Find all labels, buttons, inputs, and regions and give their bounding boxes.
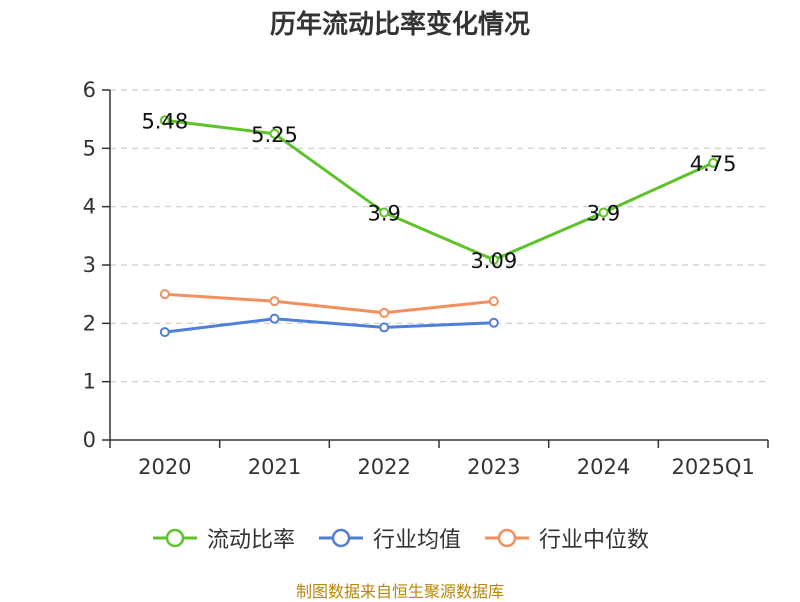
data-point	[708, 157, 719, 168]
data-point	[159, 115, 170, 126]
data-point	[379, 207, 390, 218]
data-point	[159, 327, 170, 338]
y-tick-label: 3	[83, 253, 96, 277]
data-point	[269, 296, 280, 307]
axes: 0 1 2 3 4 5 6 2020 2021 2022 2023 2024 2025Q1	[83, 78, 769, 479]
legend-item-industry-average[interactable]: 行业均值	[317, 522, 461, 554]
source-note: 制图数据来自恒生聚源数据库	[295, 582, 504, 601]
data-label: 3.9	[367, 202, 400, 226]
legend: 流动比率 行业均值 行业中位数	[0, 518, 800, 558]
y-tick-label: 6	[83, 78, 96, 102]
x-tick-label: 2022	[357, 455, 410, 479]
legend-line-marker-icon	[485, 528, 529, 548]
legend-label: 行业中位数	[539, 528, 650, 553]
y-tick-label: 0	[83, 428, 96, 452]
x-tick-label: 2023	[467, 455, 520, 479]
data-point	[159, 289, 170, 300]
data-label: 3.09	[470, 249, 517, 273]
y-tick-label: 1	[83, 370, 96, 394]
data-labels: 5.48 5.25 3.9 3.09 3.9 4.75	[141, 109, 736, 272]
legend-item-current-ratio[interactable]: 流动比率	[151, 522, 295, 554]
chart-title: 历年流动比率变化情况	[269, 10, 530, 40]
series-line	[164, 292, 494, 315]
data-point	[598, 207, 609, 218]
data-point	[269, 313, 280, 324]
series-layer	[159, 115, 719, 338]
x-tick-label: 2021	[248, 455, 301, 479]
x-tick-label: 2025Q1	[671, 455, 754, 479]
x-tick-label: 2020	[138, 455, 191, 479]
x-tick-label: 2024	[577, 455, 630, 479]
series-line	[164, 317, 494, 334]
y-tick-label: 5	[83, 136, 96, 160]
data-label: 4.75	[690, 152, 737, 176]
series-line	[164, 118, 714, 262]
data-label: 3.9	[587, 202, 620, 226]
data-point	[488, 254, 499, 265]
legend-item-industry-median[interactable]: 行业中位数	[483, 522, 649, 554]
legend-label: 流动比率	[206, 528, 295, 553]
legend-line-marker-icon	[318, 528, 363, 548]
data-point	[488, 296, 499, 307]
legend-line-marker-icon	[152, 528, 197, 548]
data-point	[379, 322, 390, 333]
y-tick-label: 2	[83, 311, 96, 335]
data-point	[269, 128, 280, 139]
data-label: 5.25	[251, 123, 298, 147]
data-label: 5.48	[141, 109, 188, 133]
data-point	[379, 307, 390, 318]
y-tick-label: 4	[83, 195, 96, 219]
legend-label: 行业均值	[372, 528, 461, 553]
data-point	[488, 317, 499, 328]
